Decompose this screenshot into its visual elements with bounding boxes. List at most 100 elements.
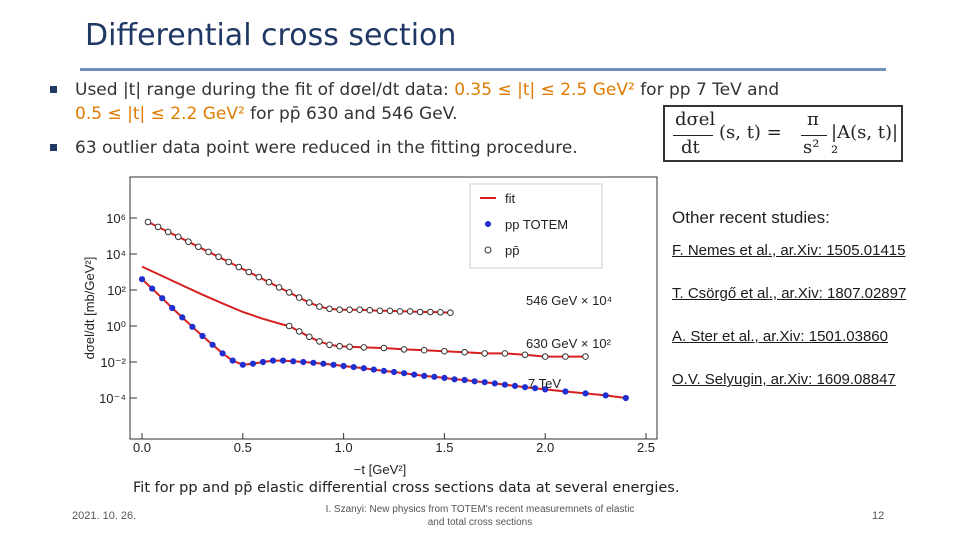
data-point — [541, 353, 549, 360]
data-point — [431, 373, 438, 380]
data-point — [259, 358, 267, 366]
bullet-highlight: 0.5 ≤ |t| ≤ 2.2 GeV² — [75, 104, 245, 124]
data-point — [269, 357, 277, 364]
y-axis-label: dσel/dt [mb/GeV²] — [82, 257, 97, 360]
data-point — [542, 386, 549, 393]
slide-title: Differential cross section — [85, 18, 457, 53]
page-number: 12 — [872, 510, 885, 522]
x-tick-label: 0.5 — [234, 440, 252, 455]
x-tick-label: 2.5 — [637, 440, 655, 455]
data-point — [582, 353, 589, 360]
data-point — [582, 390, 589, 397]
y-tick-label: 10⁶ — [106, 211, 126, 226]
formula-lhs-numerator: dσel — [675, 109, 716, 130]
data-point — [370, 366, 377, 373]
title-underline — [80, 68, 886, 71]
legend-entry-pp: pp TOTEM — [505, 217, 568, 232]
fit-curve — [141, 265, 290, 327]
data-point — [306, 299, 313, 306]
data-point — [205, 248, 212, 256]
bullet-text: for pp 7 TeV and — [634, 80, 780, 100]
data-point — [340, 362, 347, 370]
data-point — [336, 306, 343, 313]
data-point — [346, 306, 353, 313]
data-point — [215, 253, 222, 261]
footer-text: I. Szanyi: New physics from TOTEM's rece… — [325, 504, 635, 528]
reference-link-nemes[interactable]: F. Nemes et al., ar.Xiv: 1505.01415 — [672, 242, 906, 259]
bullet-marker — [50, 86, 57, 93]
formula-lhs-denominator: dt — [681, 137, 700, 158]
y-tick-label: 10⁰ — [106, 319, 126, 334]
data-point — [255, 273, 263, 281]
bullet-highlight: 0.35 ≤ |t| ≤ 2.5 GeV² — [454, 80, 635, 100]
data-point — [336, 342, 343, 350]
data-point — [310, 359, 317, 366]
data-point — [316, 338, 323, 345]
data-point — [411, 371, 418, 378]
data-point — [441, 374, 448, 381]
reference-link-csorgo[interactable]: T. Csörgő et al., ar.Xiv: 1807.02897 — [672, 285, 907, 302]
data-point — [461, 348, 468, 356]
data-point — [265, 278, 273, 286]
data-point — [532, 385, 539, 392]
data-point — [189, 323, 196, 330]
x-tick-label: 1.0 — [335, 440, 353, 455]
x-tick-label: 0.0 — [133, 440, 151, 455]
data-point — [562, 353, 569, 360]
data-point — [451, 376, 458, 383]
data-point — [295, 328, 303, 335]
data-point — [396, 308, 404, 315]
formula-fraction-line — [801, 135, 827, 136]
data-point — [400, 346, 408, 353]
data-point — [326, 305, 333, 313]
data-point — [144, 218, 152, 226]
data-point — [185, 238, 192, 245]
data-point — [491, 380, 498, 387]
bullet-fit-range: Used |t| range during the fit of dσel/dt… — [50, 78, 890, 126]
data-point — [195, 243, 202, 251]
series-label-630: 630 GeV × 10² — [526, 336, 612, 351]
data-point — [437, 309, 444, 316]
y-tick-label: 10⁻² — [100, 355, 126, 370]
data-point — [225, 258, 232, 266]
reference-link-selyugin[interactable]: O.V. Selyugin, ar.Xiv: 1609.08847 — [672, 371, 896, 388]
figure-caption: Fit for pp and pp̄ elastic differential … — [133, 480, 680, 496]
formula-box: dσel dt (s, t) = π s² |A(s, t)|² — [663, 105, 903, 164]
data-point — [602, 392, 609, 399]
legend-entry-fit: fit — [505, 191, 516, 206]
x-tick-label: 2.0 — [536, 440, 554, 455]
x-axis-label: −t [GeV²] — [354, 462, 406, 477]
reference-link-ster[interactable]: A. Ster et al., ar.Xiv: 1501.03860 — [672, 328, 888, 345]
x-tick-label: 1.5 — [435, 440, 453, 455]
data-point — [219, 350, 226, 357]
data-point — [501, 381, 508, 388]
data-point — [320, 360, 327, 367]
formula-fraction-line — [673, 135, 713, 136]
footer-date: 2021. 10. 26. — [72, 510, 137, 522]
data-point — [521, 384, 529, 391]
data-point — [245, 268, 253, 276]
data-point — [249, 360, 256, 367]
data-point — [380, 367, 387, 374]
data-point — [501, 350, 509, 357]
data-point — [420, 346, 428, 354]
data-point — [295, 294, 303, 301]
data-point — [366, 306, 374, 314]
data-point — [275, 284, 283, 291]
formula-rhs-numerator: π — [807, 109, 819, 130]
series-label-546: 546 GeV × 10⁴ — [526, 293, 612, 308]
data-point — [179, 314, 186, 321]
y-tick-label: 10⁻⁴ — [99, 391, 126, 406]
data-point — [390, 368, 398, 376]
data-point — [481, 350, 489, 357]
data-point — [229, 357, 236, 364]
data-point — [285, 289, 293, 296]
bullet-marker — [50, 144, 57, 151]
data-point — [290, 358, 297, 365]
data-point — [471, 378, 478, 385]
studies-title: Other recent studies: — [672, 208, 830, 227]
legend-entry-ppbar: pp̄ — [505, 243, 519, 258]
cross-section-plot: 0.0 0.5 1.0 1.5 2.0 2.5 10⁶ 10⁴ 10² 10⁰ 10⁻² 10⁻⁴ f… — [82, 176, 658, 477]
bullet-text: Used |t| range during the fit of dσel/dt… — [75, 80, 455, 100]
data-point — [300, 358, 307, 366]
